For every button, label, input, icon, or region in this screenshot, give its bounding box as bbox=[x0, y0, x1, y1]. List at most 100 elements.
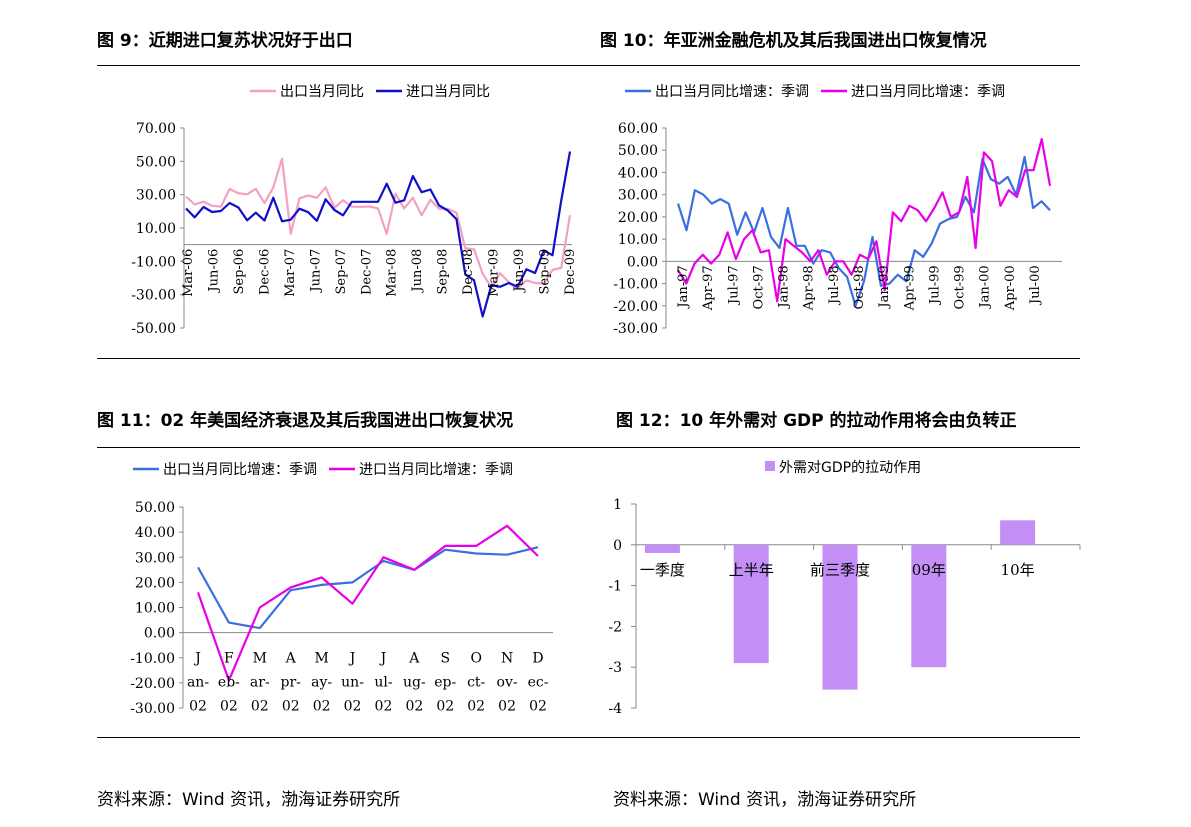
y-tick-label: 10.00 bbox=[618, 232, 658, 248]
bar bbox=[911, 544, 947, 668]
x-tick-label: Oct-97 bbox=[751, 265, 766, 309]
x-tick-label: Jun-06 bbox=[206, 249, 221, 294]
y-tick-label: 30.00 bbox=[136, 188, 176, 204]
y-tick-label: 20.00 bbox=[618, 210, 658, 226]
x-tick-label: Dec-06 bbox=[257, 249, 272, 295]
x-tick-label: Apr-97 bbox=[701, 265, 716, 311]
top-rule bbox=[97, 65, 1080, 66]
y-tick-label: 1 bbox=[613, 497, 622, 513]
x-tick-label: Apr-99 bbox=[902, 265, 917, 311]
x-tick-label: Jan-99 bbox=[877, 265, 892, 309]
fig10-series-line-0 bbox=[676, 155, 1051, 307]
x-tick-label: Jan-00 bbox=[978, 265, 993, 309]
x-tick-label: Sep-09 bbox=[538, 249, 553, 295]
y-tick-label: 40.00 bbox=[135, 525, 175, 541]
upper-rule-2 bbox=[97, 447, 1080, 448]
fig11-series-line-1 bbox=[196, 524, 539, 682]
x-tick-label: Jul-00 bbox=[1028, 265, 1043, 306]
bar bbox=[822, 544, 858, 690]
x-tick-label: Jul-98 bbox=[827, 265, 842, 306]
y-tick-label: -4 bbox=[608, 701, 622, 717]
y-tick-label: -10.00 bbox=[613, 277, 658, 293]
fig10-title: 图 10：年亚洲金融危机及其后我国进出口恢复情况 bbox=[600, 31, 987, 51]
y-tick-label: 60.00 bbox=[618, 121, 658, 137]
fig9-chart: 70.00 50.00 30.00 10.00 -10.00 -30.00 -50.00 出口… bbox=[131, 84, 578, 337]
x-tick-label: Oct-98 bbox=[852, 265, 867, 309]
y-tick-label: -30.00 bbox=[613, 321, 658, 337]
y-tick-label: -30.00 bbox=[131, 288, 176, 304]
fig11-series-line-0 bbox=[197, 546, 539, 630]
x-tick-label: Sep-08 bbox=[436, 249, 451, 295]
legend-label: 进口当月同比 bbox=[406, 84, 490, 100]
x-tick-label: Jun-09 bbox=[512, 249, 527, 294]
x-tick-label: Jan-98 bbox=[777, 265, 792, 309]
x-tick-label: Mar-06 bbox=[181, 249, 196, 297]
fig10-series-line-1 bbox=[677, 138, 1052, 303]
y-tick-label: -20.00 bbox=[613, 299, 658, 315]
x-tick-label: Mar-09 bbox=[487, 249, 502, 297]
y-tick-label: 0 bbox=[613, 538, 622, 554]
y-tick-label: 0.00 bbox=[144, 626, 175, 642]
x-tick-label: Dec-07 bbox=[359, 249, 374, 295]
legend-label: 进口当月同比增速：季调 bbox=[359, 462, 513, 478]
fig10-legend: 出口当月同比增速：季调 进口当月同比增速：季调 bbox=[625, 84, 1005, 100]
x-tick-label: Jun-08 bbox=[410, 249, 425, 294]
x-tick-label: 09年 bbox=[912, 561, 946, 579]
fig9-legend: 出口当月同比 进口当月同比 bbox=[250, 84, 490, 100]
y-tick-label: 20.00 bbox=[135, 575, 175, 591]
source-left: 资料来源：Wind 资讯，渤海证券研究所 bbox=[97, 790, 401, 810]
y-tick-label: 30.00 bbox=[135, 550, 175, 566]
x-tick-label: Jul-97 bbox=[726, 265, 741, 306]
x-tick-label: 前三季度 bbox=[810, 561, 870, 579]
y-tick-label: 10.00 bbox=[136, 221, 176, 237]
y-tick-label: -50.00 bbox=[131, 321, 176, 337]
y-tick-label: -10.00 bbox=[131, 254, 176, 270]
x-tick-label: Dec-09 bbox=[563, 249, 578, 295]
fig12-title: 图 12：10 年外需对 GDP 的拉动作用将会由负转正 bbox=[616, 411, 1017, 431]
fig9-title: 图 9：近期进口复苏状况好于出口 bbox=[97, 31, 353, 51]
legend-swatch bbox=[765, 461, 775, 471]
x-tick-label: Jul-99 bbox=[927, 265, 942, 306]
x-tick-label: 上半年 bbox=[729, 561, 774, 579]
fig11-legend: 出口当月同比增速：季调 进口当月同比增速：季调 bbox=[133, 462, 513, 478]
legend-label: 出口当月同比 bbox=[280, 84, 364, 100]
y-tick-label: 40.00 bbox=[618, 165, 658, 181]
bar bbox=[733, 544, 769, 664]
bar bbox=[644, 544, 680, 553]
y-tick-label: -20.00 bbox=[130, 676, 175, 692]
legend-label: 出口当月同比增速：季调 bbox=[655, 84, 809, 100]
x-tick-label: Oct-99 bbox=[953, 265, 968, 309]
x-tick-label: Sep-07 bbox=[334, 249, 349, 295]
y-tick-label: 50.00 bbox=[136, 154, 176, 170]
source-right: 资料来源：Wind 资讯，渤海证券研究所 bbox=[613, 790, 917, 810]
legend-label: 进口当月同比增速：季调 bbox=[851, 84, 1005, 100]
fig12-chart: 1 0 -1 -2 -3 -4 一季度 上半年 前三季度 09年 10年 外需对GDP的拉动作用 bbox=[608, 460, 1081, 717]
y-tick-label: 70.00 bbox=[136, 121, 176, 137]
y-tick-label: 50.00 bbox=[618, 143, 658, 159]
x-tick-label: Apr-00 bbox=[1003, 265, 1018, 311]
bar bbox=[1000, 520, 1036, 545]
x-tick-label: 10年 bbox=[1001, 561, 1035, 579]
x-tick-label: 一季度 bbox=[640, 561, 685, 579]
fig10-chart: 60.00 50.00 40.00 30.00 20.00 10.00 0.00 -10.00… bbox=[613, 84, 1062, 337]
x-tick-label: Mar-07 bbox=[283, 249, 298, 297]
mid-rule bbox=[97, 358, 1080, 359]
x-tick-label: Dec-08 bbox=[461, 249, 476, 295]
x-tick-label: Jun-07 bbox=[308, 249, 323, 294]
legend-label: 外需对GDP的拉动作用 bbox=[779, 460, 921, 476]
fig11-chart: 50.00 40.00 30.00 20.00 10.00 0.00 -10.00 -20.0… bbox=[130, 462, 553, 717]
y-tick-label: -30.00 bbox=[130, 701, 175, 717]
y-tick-label: -1 bbox=[608, 579, 622, 595]
